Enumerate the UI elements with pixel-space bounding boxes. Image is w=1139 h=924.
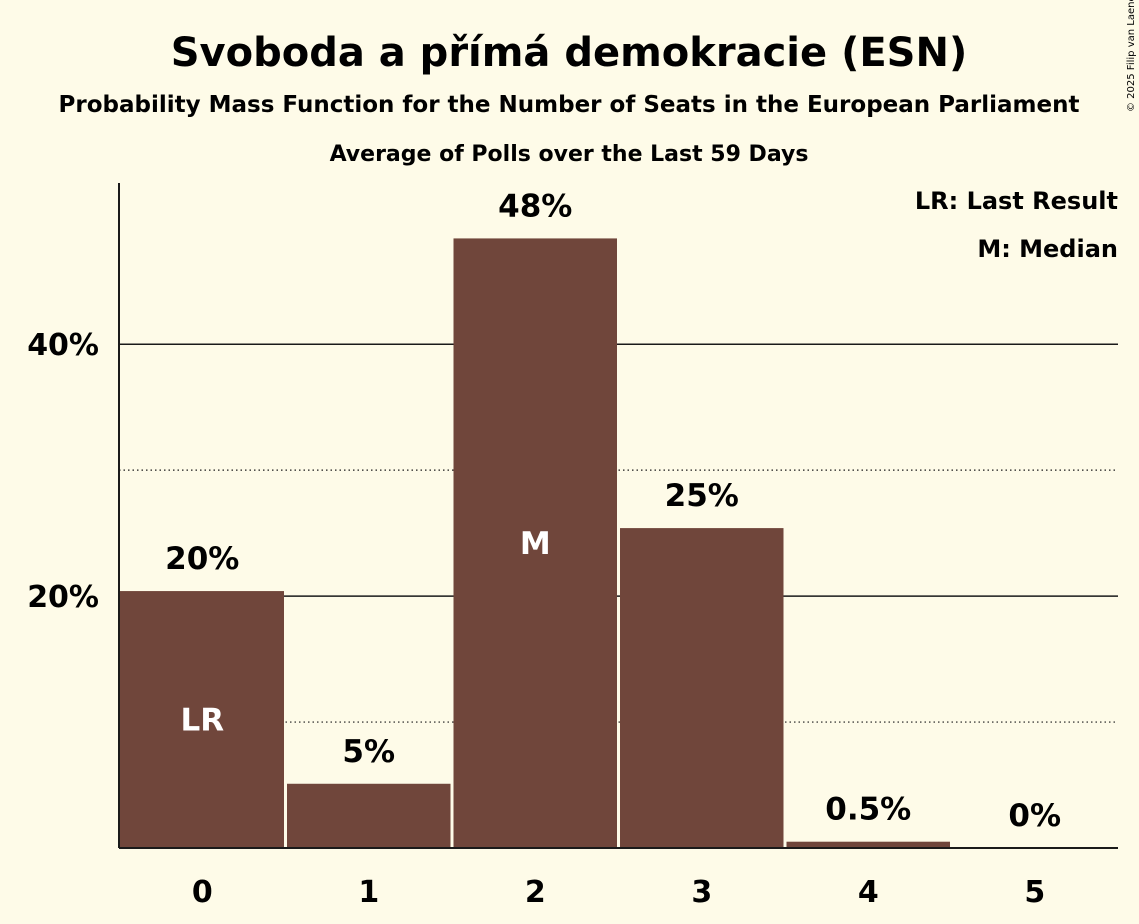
bar-value-label: 20% bbox=[165, 541, 239, 577]
bars bbox=[119, 238, 950, 848]
x-tick-label: 5 bbox=[1024, 875, 1045, 910]
bar-value-label: 0.5% bbox=[825, 792, 911, 828]
x-tick-label: 2 bbox=[525, 875, 546, 910]
bar-value-label: 5% bbox=[342, 734, 395, 770]
bar-value-label: 0% bbox=[1008, 798, 1061, 834]
copyright-notice: © 2025 Filip van Laenen bbox=[1126, 0, 1137, 112]
bar-value-label: 48% bbox=[498, 188, 572, 224]
bar-value-label: 25% bbox=[665, 478, 739, 514]
x-tick-label: 4 bbox=[858, 875, 879, 910]
x-tick-label: 0 bbox=[192, 875, 213, 910]
bar bbox=[287, 783, 451, 848]
legend-entry-last-result: LR: Last Result bbox=[915, 187, 1118, 215]
chart-subtitle: Probability Mass Function for the Number… bbox=[59, 92, 1080, 118]
bar bbox=[119, 591, 284, 848]
bar-marker-label: M bbox=[520, 526, 551, 562]
gridlines bbox=[119, 343, 1118, 723]
bar bbox=[453, 238, 617, 848]
bar bbox=[620, 528, 784, 848]
bar bbox=[786, 841, 950, 848]
bar-marker-label: LR bbox=[180, 703, 224, 739]
x-tick-label: 1 bbox=[358, 875, 379, 910]
axes bbox=[118, 183, 1118, 849]
y-tick-label: 20% bbox=[27, 580, 99, 615]
x-tick-label: 3 bbox=[691, 875, 712, 910]
chart-subtitle-period: Average of Polls over the Last 59 Days bbox=[330, 142, 809, 167]
legend-entry-median: M: Median bbox=[977, 235, 1118, 263]
chart-title: Svoboda a přímá demokracie (ESN) bbox=[171, 30, 968, 76]
y-tick-label: 40% bbox=[27, 328, 99, 363]
